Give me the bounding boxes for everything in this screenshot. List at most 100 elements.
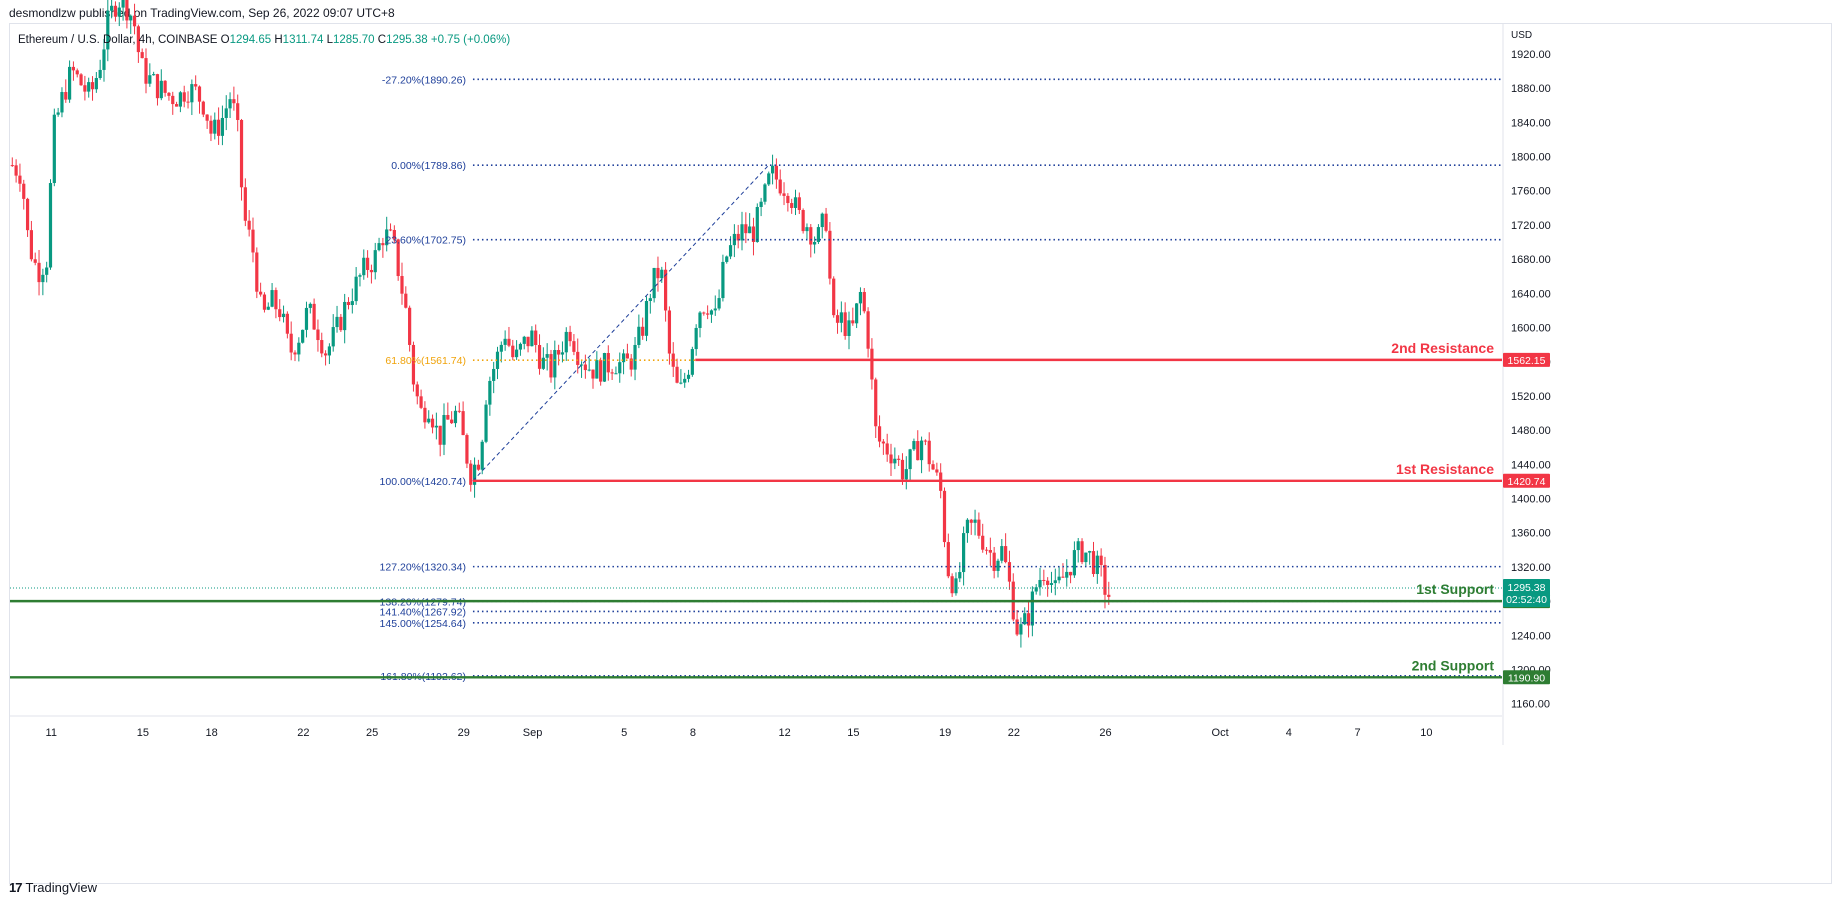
candle <box>763 183 767 205</box>
candle-body <box>232 99 236 104</box>
candle <box>897 455 901 466</box>
candle-body <box>881 441 885 444</box>
y-tick-label: 1240.00 <box>1511 630 1551 642</box>
candle <box>152 71 156 76</box>
candle <box>1000 539 1004 564</box>
candle <box>541 347 545 370</box>
x-tick-label: 15 <box>847 727 859 739</box>
candle-body <box>904 469 908 480</box>
candle <box>977 512 981 539</box>
candle-body <box>962 533 966 573</box>
candle <box>1053 568 1057 596</box>
candle-body <box>266 306 270 310</box>
candle-body <box>343 301 347 331</box>
candle-body <box>965 519 970 534</box>
candle <box>343 293 347 344</box>
candle-body <box>744 224 748 234</box>
candle <box>797 192 801 215</box>
candle-body <box>984 549 989 551</box>
candle <box>411 341 416 392</box>
candle-body <box>1065 571 1069 578</box>
x-tick-label: 26 <box>1099 727 1111 739</box>
candle-body <box>64 92 68 100</box>
candle <box>962 526 966 586</box>
candle <box>33 252 37 266</box>
y-tick-label: 1880.00 <box>1511 83 1551 95</box>
candle <box>167 91 171 101</box>
fib-level-label: 141.40%(1267.92) <box>380 606 466 618</box>
candle-body <box>782 193 786 196</box>
candle <box>706 305 710 320</box>
candle-body <box>698 312 702 328</box>
candle <box>381 237 385 258</box>
x-tick-label: 18 <box>206 727 218 739</box>
candle-body <box>339 316 343 331</box>
candle <box>1034 584 1038 595</box>
candle-body <box>656 267 660 279</box>
candle-body <box>90 82 95 90</box>
candle-body <box>293 352 297 355</box>
candle <box>946 533 950 579</box>
level-label: 2nd Resistance <box>1391 340 1494 356</box>
candle-body <box>358 275 362 277</box>
candle-body <box>862 291 866 312</box>
x-tick-label: 5 <box>621 727 627 739</box>
candle-body <box>480 441 484 470</box>
candle-body <box>1099 555 1103 565</box>
candle-body <box>1023 613 1027 625</box>
candle <box>106 0 110 62</box>
close-value: 1295.38 <box>386 34 428 46</box>
candle <box>927 432 931 472</box>
candle <box>916 430 920 461</box>
candle <box>182 85 186 108</box>
candle <box>312 298 316 330</box>
candle <box>641 317 645 340</box>
close-label: C <box>377 34 387 46</box>
candle <box>958 562 962 583</box>
candle-body <box>274 290 278 310</box>
tradingview-logo-icon[interactable]: 17 <box>9 880 23 895</box>
candle-body <box>893 458 897 464</box>
candle <box>423 401 427 429</box>
candle <box>1046 577 1050 597</box>
candle <box>1091 541 1096 577</box>
candle-body <box>644 300 649 336</box>
candle <box>476 459 480 471</box>
candle <box>503 330 507 351</box>
candle-body <box>683 378 687 383</box>
candle-body <box>916 441 920 461</box>
candle <box>323 350 328 366</box>
candle <box>129 14 133 34</box>
y-tick-label: 1360.00 <box>1511 528 1551 540</box>
brand-name[interactable]: TradingView <box>25 880 98 895</box>
candle-body <box>243 187 247 221</box>
candle-body <box>434 425 438 428</box>
candle-body <box>847 320 851 336</box>
candle-body <box>377 243 381 251</box>
candle <box>709 309 714 323</box>
candle-body <box>461 411 465 436</box>
candle-body <box>450 419 454 424</box>
candle <box>75 68 79 78</box>
candle <box>354 267 358 305</box>
candle <box>618 352 622 383</box>
high-label: H <box>274 34 283 46</box>
candle <box>969 518 973 535</box>
candle <box>805 223 809 240</box>
level-badge-label: 1420.74 <box>1508 476 1546 488</box>
candle-body <box>572 341 576 352</box>
candle <box>629 354 633 377</box>
candle-body <box>774 165 778 180</box>
candle <box>194 75 198 91</box>
candle-body <box>419 396 423 408</box>
candle <box>721 254 725 302</box>
candle <box>583 354 587 379</box>
level-badge-label: 1562.15 <box>1508 355 1546 367</box>
candle <box>79 73 83 86</box>
candle <box>717 289 721 311</box>
candle <box>236 94 240 132</box>
candle-body <box>507 338 511 346</box>
candle <box>442 403 446 456</box>
candle-body <box>927 440 931 465</box>
